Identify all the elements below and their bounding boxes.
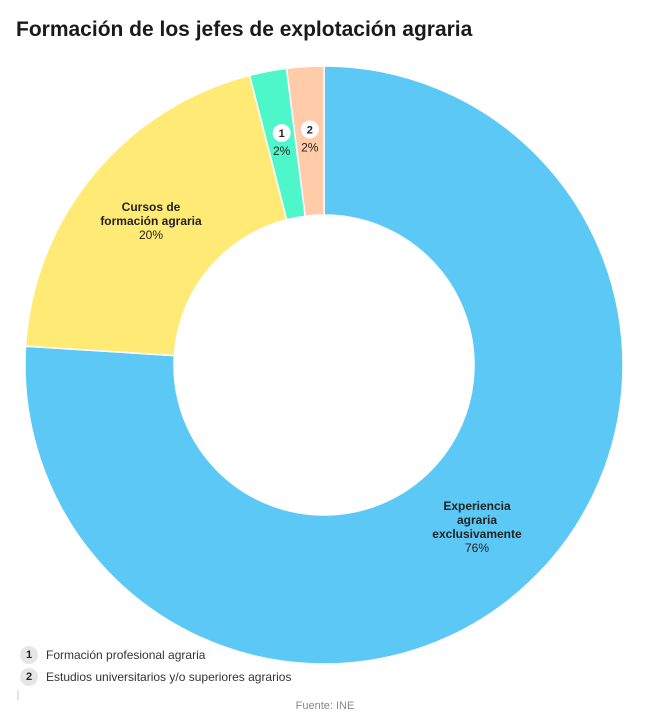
slice-experiencia-agraria-exclusivamente (24, 65, 624, 665)
slice-value-2: 2% (301, 140, 319, 154)
legend: 1 Formación profesional agraria 2 Estudi… (20, 644, 291, 688)
legend-item-2: 2 Estudios universitarios y/o superiores… (20, 666, 291, 688)
slice-label-cursos-de-formacion-agraria-1: formación agraria (100, 214, 202, 228)
slice-marker-badge-1 (272, 124, 291, 143)
slice-label-experiencia-agraria-exclusivamente-1: agraria (457, 513, 497, 527)
slice-value-experiencia-agraria-exclusivamente: 76% (465, 541, 489, 555)
legend-label-2: Estudios universitarios y/o superiores a… (46, 670, 292, 684)
legend-marker-1: 1 (20, 646, 38, 664)
slice-estudios-universitarios-y-o-superiores-agrarios (285, 65, 325, 218)
slice-value-cursos-de-formacion-agraria: 20% (139, 228, 163, 242)
slice-label-experiencia-agraria-exclusivamente-0: Experiencia (443, 499, 511, 513)
slice-value-1: 2% (273, 144, 291, 158)
legend-marker-2: 2 (20, 668, 38, 686)
slice-marker-badge-2 (300, 120, 319, 139)
chart-title: Formación de los jefes de explotación ag… (16, 18, 473, 41)
slice-label-cursos-de-formacion-agraria-0: Cursos de (122, 200, 181, 214)
slice-cursos-de-formacion-agraria (24, 74, 288, 357)
slice-marker-2: 2 (307, 124, 313, 136)
legend-label-1: Formación profesional agraria (46, 648, 206, 662)
slice-label-experiencia-agraria-exclusivamente-2: exclusivamente (432, 527, 522, 541)
slice-marker-1: 1 (279, 128, 285, 140)
legend-item-1: 1 Formación profesional agraria (20, 644, 291, 666)
source-note: Fuente: INE (295, 700, 355, 712)
divider (17, 690, 19, 700)
